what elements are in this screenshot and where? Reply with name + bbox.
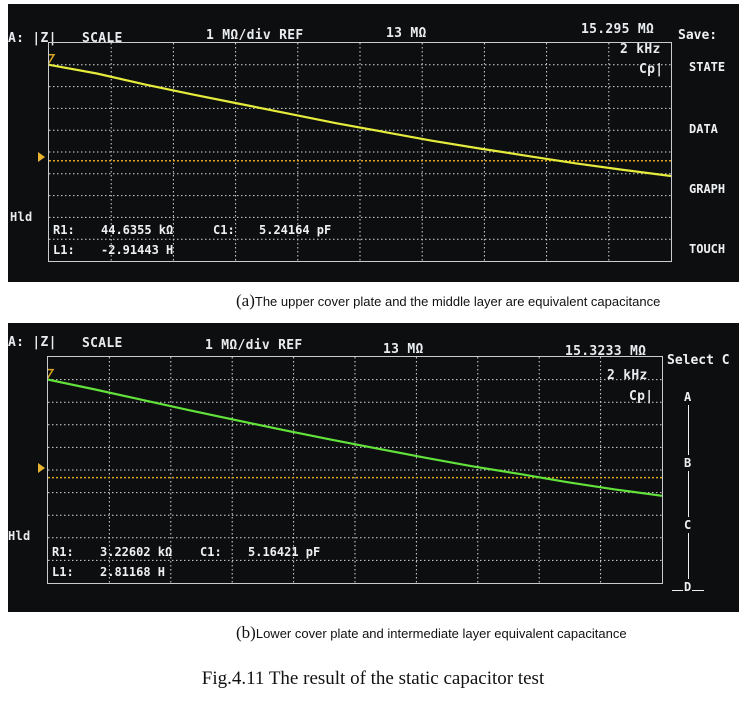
caption-a: (a)The upper cover plate and the middle … [236,291,661,310]
figure-caption: Fig.4.11 The result of the static capaci… [201,668,545,689]
instrument-screen-a: A: |Z| SCALE 1 MΩ/div REF 13 MΩ 15.295 M… [8,4,739,282]
scale-per-div: 1 MΩ/div REF [206,28,304,43]
l1-value: -2.91443 H [101,243,174,257]
save-data-button[interactable]: DATA [689,122,718,136]
caption-b: (b)Lower cover plate and intermediate la… [236,623,627,642]
mode-label: Cp| [639,62,664,77]
scale-per-div: 1 MΩ/div REF [205,338,303,353]
caption-a-letter: a [241,291,250,310]
impedance-trace [48,378,662,497]
c1-label: C1: [213,223,235,237]
ref-value: 15.3233 MΩ [565,344,647,359]
c1-value: 5.24164 pF [259,223,332,237]
plot-area: R1: 3.22602 kΩ C1: 5.16421 pF L1: 2.8116… [47,356,663,584]
cursor-marker-icon [49,54,56,65]
select-d-button[interactable]: D [683,579,693,595]
select-menu-title: Select C [667,353,730,368]
ref-marker-icon [38,463,45,473]
selector-line [688,405,689,590]
l1-label: L1: [52,565,74,579]
plot-area: R1: 44.6355 kΩ C1: 5.24164 pF L1: -2.914… [48,42,672,262]
caption-b-text: Lower cover plate and intermediate layer… [255,626,627,641]
hold-indicator: Hld [10,210,33,224]
save-menu-title: Save: [678,28,718,43]
l1-value: 2.81168 H [100,565,166,579]
ref-value: 15.295 MΩ [581,22,655,37]
c1-label: C1: [200,545,222,559]
ref-marker-icon [38,152,45,162]
save-touch-button[interactable]: TOUCH [689,242,726,256]
select-b-button[interactable]: B [683,455,693,471]
trace-plot [49,43,671,261]
l1-label: L1: [53,243,75,257]
impedance-trace [49,63,671,178]
mode-label: Cp| [629,389,654,404]
center-value: 13 MΩ [383,342,424,357]
caption-b-letter: b [241,623,251,642]
parameter-label: A: |Z| [8,335,57,350]
parameter-label: A: |Z| [8,31,57,46]
r1-value: 44.6355 kΩ [101,223,174,237]
caption-a-text: The upper cover plate and the middle lay… [254,294,661,309]
r1-label: R1: [53,223,75,237]
trace-plot [48,357,662,583]
select-a-button[interactable]: A [683,389,693,405]
instrument-screen-b: A: |Z| SCALE 1 MΩ/div REF 13 MΩ 15.3233 … [8,323,739,612]
select-c-button[interactable]: C [683,517,693,533]
frequency: 2 kHz [620,42,661,57]
save-state-button[interactable]: STATE [689,60,726,74]
r1-label: R1: [52,545,74,559]
hold-indicator: Hld [8,529,31,543]
scale-button[interactable]: SCALE [82,336,123,351]
cursor-marker-icon [48,368,55,380]
save-graph-button[interactable]: GRAPH [689,182,726,196]
r1-value: 3.22602 kΩ [100,545,173,559]
c1-value: 5.16421 pF [248,545,321,559]
center-value: 13 MΩ [386,26,427,41]
